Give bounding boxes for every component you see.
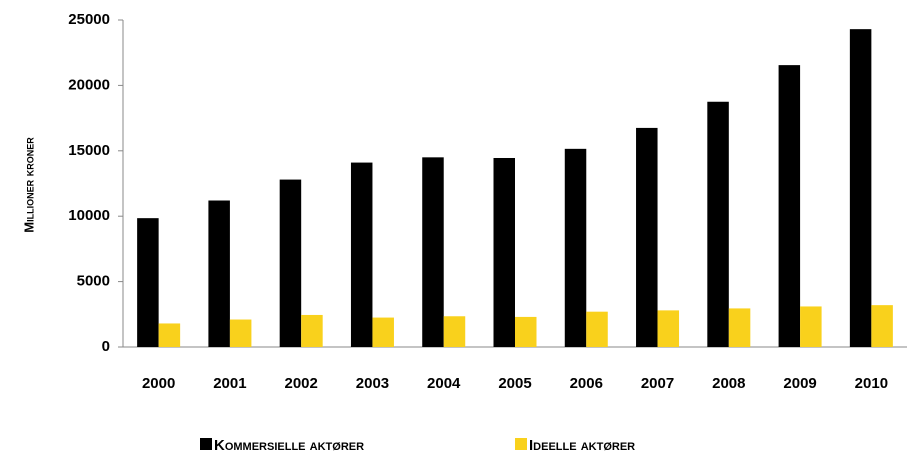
legend-label: Ideelle aktører [529,437,635,454]
x-tick-label: 2001 [213,375,246,392]
bar [707,101,729,347]
legend-swatch [200,438,212,450]
bar [279,179,302,347]
x-tick-label: 2007 [641,375,674,392]
bar [350,162,373,347]
bar [158,323,181,347]
x-tick-label: 2002 [284,375,317,392]
bar [229,319,252,347]
bar [778,65,801,347]
bar [849,29,872,347]
bar [636,127,658,347]
bar [871,305,893,347]
bar [493,157,515,347]
bar [515,316,537,347]
x-tick-label: 2010 [855,375,888,392]
bar [657,310,680,347]
bar [372,317,394,347]
legend-swatch [515,438,527,450]
bar [422,157,444,347]
x-tick-label: 2006 [570,375,603,392]
bar [728,308,751,347]
bar [564,148,587,347]
y-tick-label: 5000 [77,273,110,290]
x-tick-label: 2000 [142,375,175,392]
legend-label: Kommersielle aktører [214,437,364,454]
x-tick-label: 2009 [783,375,816,392]
y-tick-label: 15000 [68,142,110,159]
y-axis-label: Millioner kroner [21,137,36,233]
x-tick-label: 2008 [712,375,745,392]
bar [137,218,159,347]
x-tick-label: 2004 [427,375,461,392]
bar [586,311,608,347]
bar [443,316,466,347]
x-tick-label: 2003 [356,375,389,392]
y-tick-label: 0 [102,338,110,355]
bar [208,200,230,347]
y-tick-label: 25000 [68,11,110,28]
y-tick-label: 10000 [68,207,110,224]
bar [800,306,822,347]
x-tick-label: 2005 [498,375,531,392]
y-tick-label: 20000 [68,76,110,93]
bar [301,314,323,347]
